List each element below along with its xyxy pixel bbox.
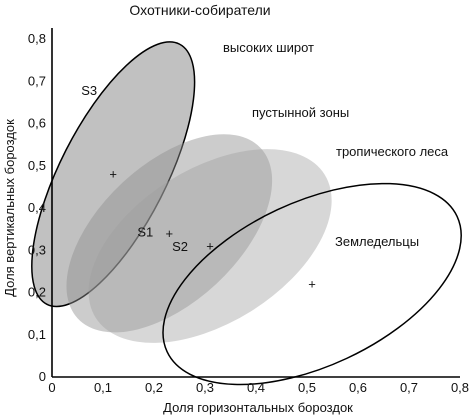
axes <box>51 28 460 378</box>
x-tick-label: 0,3 <box>196 380 214 395</box>
y-tick-label: 0,1 <box>28 327 46 342</box>
points-layer: +S3+S1+S2+ <box>81 83 316 291</box>
x-tick-label: 0,4 <box>247 380 265 395</box>
y-tick-label: 0,2 <box>28 285 46 300</box>
label-region-desert: пустынной зоны <box>252 105 349 120</box>
region-ellipse-2 <box>88 149 332 343</box>
point-label-s2: S2 <box>172 239 188 254</box>
point-marker: + <box>206 239 214 254</box>
label-region-farmers: Земледельцы <box>335 234 419 249</box>
x-axis-label: Доля горизонтальных бороздок <box>163 400 353 415</box>
x-tick-label: 0,6 <box>349 380 367 395</box>
point-label-s3: S3 <box>81 83 97 98</box>
tick-labels: 0 0,1 0,2 0,3 0,4 0,5 0,6 0,7 0,8 0 0,1 0,2 0,3 0,4 0,… <box>28 31 469 395</box>
region-ellipse-0 <box>31 41 196 308</box>
x-tick-label: 0,2 <box>145 380 163 395</box>
y-tick-label: 0,7 <box>28 73 46 88</box>
y-tick-label: 0,5 <box>28 158 46 173</box>
region-ellipse-1 <box>66 134 273 333</box>
y-tick-label: 0 <box>39 369 46 384</box>
y-tick-label: 0,8 <box>28 31 46 46</box>
point-marker: + <box>109 167 117 182</box>
point-marker: + <box>308 277 316 292</box>
y-tick-label: 0,3 <box>28 242 46 257</box>
x-tick-label: 0,7 <box>400 380 418 395</box>
x-tick-label: 0,5 <box>298 380 316 395</box>
chart-title: Охотники-собиратели <box>129 2 270 18</box>
x-tick-label: 0,1 <box>94 380 112 395</box>
point-label-s1: S1 <box>137 224 153 239</box>
regions-layer <box>31 41 462 386</box>
x-tick-label: 0 <box>48 380 55 395</box>
region-ellipse-3 <box>162 182 462 386</box>
label-region-high-latitudes: высоких широт <box>223 40 314 55</box>
y-tick-label: 0,4 <box>28 200 46 215</box>
label-region-tropical-forest: тропического леса <box>336 144 449 159</box>
x-tick-label: 0,8 <box>451 380 469 395</box>
y-axis-label: Доля вертикальных бороздок <box>2 119 17 297</box>
y-tick-label: 0,6 <box>28 116 46 131</box>
point-marker: + <box>166 226 174 241</box>
